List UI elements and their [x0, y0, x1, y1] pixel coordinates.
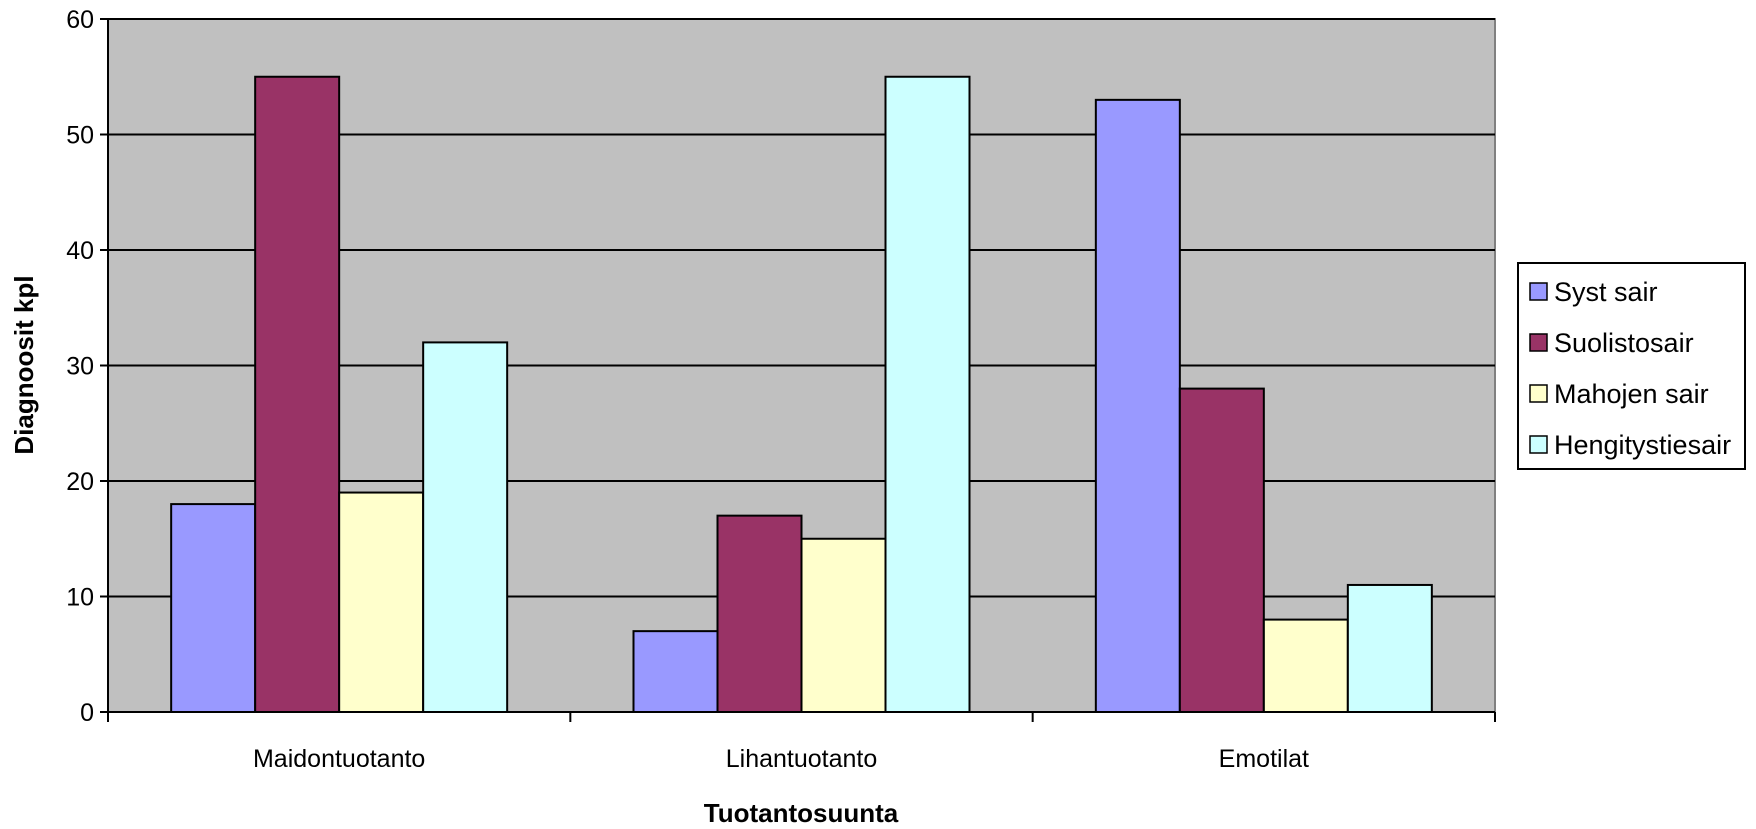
- legend-label: Syst sair: [1554, 277, 1658, 307]
- bar-suolistosair-maidontuotanto: [254, 75, 341, 713]
- x-tick-label: Emotilat: [1219, 745, 1309, 773]
- y-tick-label: 30: [66, 353, 94, 381]
- x-tick-label: Maidontuotanto: [253, 745, 425, 773]
- bar-hengitystiesair-lihantuotanto: [884, 75, 971, 713]
- y-tick-label: 60: [66, 6, 94, 34]
- bar-hengitystiesair-emotilat: [1346, 583, 1433, 714]
- legend-swatch: [1529, 333, 1548, 352]
- y-tick-labels: 0 10 20 30 40 50 60: [66, 6, 94, 727]
- bar-mahojen-sair-maidontuotanto: [338, 491, 425, 713]
- y-tick-label: 20: [66, 468, 94, 496]
- bars: [170, 75, 1433, 714]
- bar-syst-sair-lihantuotanto: [632, 630, 719, 714]
- legend-label: Mahojen sair: [1554, 379, 1709, 409]
- legend-swatch: [1529, 384, 1548, 403]
- bar-syst-sair-emotilat: [1094, 98, 1181, 714]
- legend-label: Hengitystiesair: [1554, 430, 1731, 460]
- y-tick-label: 0: [80, 699, 94, 727]
- legend-swatch: [1529, 282, 1548, 301]
- bar-mahojen-sair-emotilat: [1262, 618, 1349, 713]
- y-tick-label: 10: [66, 584, 94, 612]
- y-axis-title: Diagnoosit kpl: [9, 275, 39, 454]
- bar-syst-sair-maidontuotanto: [170, 503, 257, 713]
- bar-mahojen-sair-lihantuotanto: [800, 537, 887, 713]
- x-tick-label: Lihantuotanto: [726, 745, 878, 773]
- axes: [100, 18, 1496, 722]
- legend: Syst sair Suolistosair Mahojen sair Hengity…: [1517, 262, 1746, 470]
- bar-suolistosair-lihantuotanto: [716, 514, 803, 714]
- bar-hengitystiesair-maidontuotanto: [422, 341, 509, 713]
- bar-suolistosair-emotilat: [1178, 387, 1265, 713]
- x-tick-labels: Maidontuotanto Lihantuotanto Emotilat: [253, 745, 1309, 773]
- y-tick-label: 50: [66, 122, 94, 150]
- legend-swatch: [1529, 435, 1548, 454]
- legend-box: [1517, 262, 1746, 470]
- x-axis-title: Tuotantosuunta: [704, 798, 899, 828]
- legend-label: Suolistosair: [1554, 328, 1694, 358]
- y-tick-label: 40: [66, 237, 94, 265]
